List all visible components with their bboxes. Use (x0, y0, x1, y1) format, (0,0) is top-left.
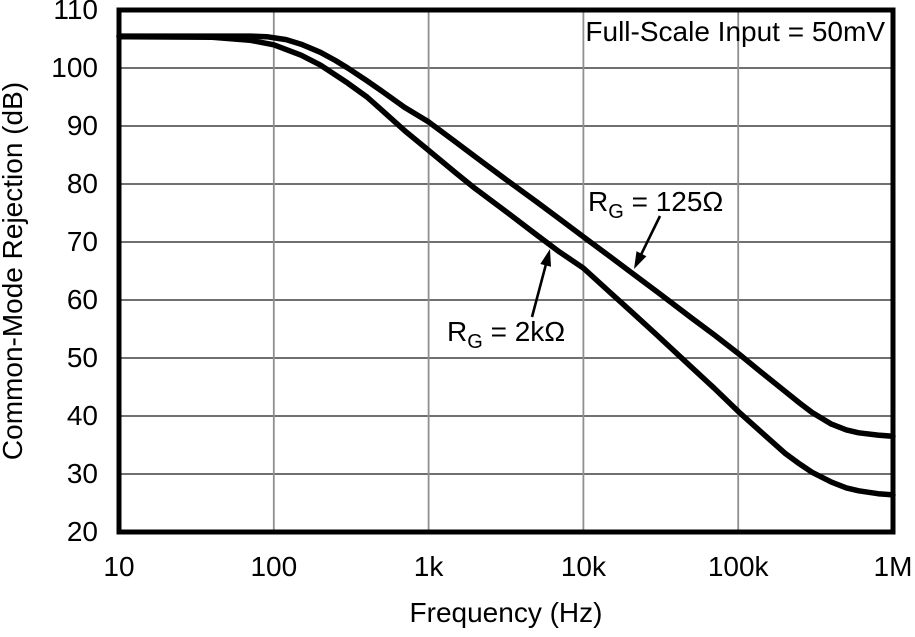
arrow-to-rg-2k-curve-head (540, 249, 551, 267)
curve-label-rest: = 2kΩ (482, 316, 566, 347)
arrow-to-rg-125-curve (639, 215, 662, 257)
curve-rg-2k (116, 33, 896, 498)
y-tick-label: 20 (66, 516, 98, 547)
x-tick-label: 100 (250, 551, 298, 582)
full-scale-annotation: Full-Scale Input = 50mV (585, 16, 885, 47)
curve-label-subscript: G (467, 331, 483, 353)
y-tick-label: 50 (66, 342, 98, 373)
curve-label-prefix: R (447, 316, 468, 347)
curve-label-rg-125: RG = 125Ω (588, 186, 724, 223)
curve-label-rest: = 125Ω (623, 186, 724, 217)
y-tick-label: 30 (66, 458, 98, 489)
x-tick-label: 1k (413, 551, 444, 582)
y-tick-label: 70 (66, 226, 98, 257)
x-tick-label: 10k (560, 551, 606, 582)
y-tick-label: 100 (51, 52, 98, 83)
y-tick-label: 60 (66, 284, 98, 315)
y-tick-label: 40 (66, 400, 98, 431)
curve-label-prefix: R (588, 186, 609, 217)
x-tick-label: 100k (707, 551, 769, 582)
x-tick-label: 1M (873, 551, 913, 582)
x-axis-title: Frequency (Hz) (409, 597, 603, 628)
y-tick-label: 80 (66, 168, 98, 199)
curve-rg-125 (116, 33, 896, 440)
curve-label-subscript: G (608, 201, 624, 223)
arrow-to-rg-125-curve-head (634, 251, 647, 269)
y-tick-label: 110 (53, 0, 98, 25)
arrow-to-rg-2k-curve (530, 263, 548, 318)
plot-frame (116, 7, 896, 535)
y-tick-label: 90 (66, 110, 98, 141)
x-tick-label: 10 (103, 551, 135, 582)
curve-label-rg-2k: RG = 2kΩ (447, 316, 566, 353)
